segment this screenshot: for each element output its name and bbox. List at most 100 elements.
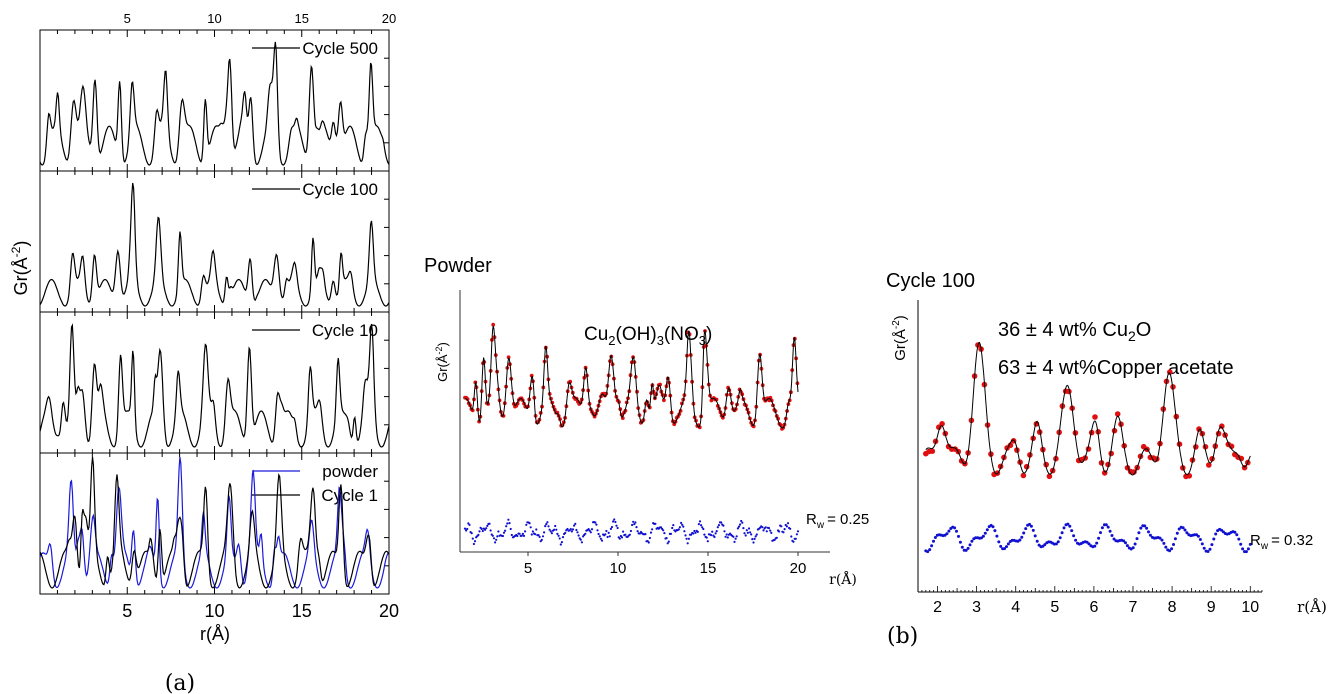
powder-difference-point xyxy=(504,529,507,532)
powder-difference-point xyxy=(693,529,696,533)
powder-fit-line xyxy=(464,325,799,429)
powder-difference-point xyxy=(502,531,506,534)
powder-difference-point xyxy=(706,540,709,543)
powder-difference-point xyxy=(569,528,572,531)
powder-difference-point xyxy=(587,528,590,531)
powder-difference-point xyxy=(584,532,587,535)
powder-y-axis-label: Gr(Å-2) xyxy=(434,342,450,382)
powder-difference-point xyxy=(554,524,557,528)
b-difference-point xyxy=(1031,528,1035,532)
b-y-axis-label: Gr(Å-2) xyxy=(891,315,909,361)
powder-difference-point xyxy=(734,537,737,540)
b-difference-point xyxy=(983,531,987,535)
powder-difference-point xyxy=(550,532,554,535)
b-difference-point xyxy=(1172,543,1175,546)
powder-difference-point xyxy=(560,541,564,544)
b-difference-point xyxy=(1003,547,1006,551)
powder-difference-point xyxy=(620,536,624,539)
b-rw-label: Rw = 0.32 xyxy=(1250,532,1313,552)
powder-formula-annotation: Cu2(OH)3(NO3) xyxy=(584,324,712,348)
powder-difference-point xyxy=(685,537,688,540)
powder-difference-point xyxy=(473,540,477,543)
b-fit-line xyxy=(925,341,1251,476)
powder-difference-point xyxy=(761,526,764,529)
powder-difference-point xyxy=(767,527,771,530)
powder-rw-label: Rw = 0.25 xyxy=(806,511,869,531)
powder-difference-point xyxy=(494,541,497,544)
a-y-axis-label: Gr(Å-2) xyxy=(9,241,31,296)
b-difference-point xyxy=(1170,547,1174,551)
powder-difference-point xyxy=(505,525,508,528)
b-difference-point xyxy=(1137,531,1141,535)
powder-difference-point xyxy=(747,527,751,530)
b-difference-point xyxy=(1066,522,1070,526)
powder-difference-point xyxy=(577,534,580,537)
powder-difference-point xyxy=(496,535,499,538)
powder-difference-point xyxy=(746,531,750,534)
powder-difference-point xyxy=(740,519,743,523)
b-difference-point xyxy=(1006,542,1010,546)
powder-difference-point xyxy=(570,530,574,533)
b-annotation-line1: 36 ± 4 wt% Cu2O xyxy=(998,319,1151,344)
powder-difference-point xyxy=(472,542,475,546)
powder-difference-point xyxy=(477,533,480,537)
b-difference-point xyxy=(1210,543,1214,547)
powder-difference-point xyxy=(618,537,621,540)
b-difference-point xyxy=(957,534,960,538)
b-difference-point xyxy=(1139,526,1143,530)
powder-difference-point xyxy=(743,532,746,535)
powder-difference-point xyxy=(713,535,716,539)
powder-difference-point xyxy=(605,529,608,533)
a-legend: powder Cycle 1 xyxy=(252,462,378,505)
powder-data-point xyxy=(501,414,506,418)
powder-x-tick-label: 15 xyxy=(700,560,717,577)
powder-difference-point xyxy=(783,528,786,531)
a-bottom-tick-label: 20 xyxy=(379,601,399,621)
b-difference-point xyxy=(1131,546,1135,550)
b-data-point xyxy=(1020,472,1027,479)
powder-difference-point xyxy=(789,527,792,530)
b-title: Cycle 100 xyxy=(886,270,975,292)
powder-x-tick-label: 20 xyxy=(790,560,807,577)
b-x-tick-label: 4 xyxy=(1011,599,1020,616)
powder-difference-point xyxy=(742,527,745,530)
powder-difference-point xyxy=(702,527,705,531)
powder-difference-point xyxy=(559,543,562,546)
powder-difference-point xyxy=(629,529,633,533)
powder-difference-point xyxy=(575,528,578,532)
powder-difference-point xyxy=(755,533,758,536)
b-difference-point xyxy=(970,539,974,543)
powder-difference-point xyxy=(778,530,781,533)
b-annotation-line2: 63 ± 4 wt%Copper acetate xyxy=(998,357,1234,379)
b-difference-point xyxy=(1068,524,1072,528)
a-legend: Cycle 100 xyxy=(252,180,378,199)
b-difference-point xyxy=(1168,549,1172,553)
b-difference-point xyxy=(1074,538,1078,542)
a-subpanel-2: Cycle 100 xyxy=(39,170,390,313)
b-difference-point xyxy=(1005,545,1008,549)
b-difference-points xyxy=(924,522,1252,554)
b-difference-point xyxy=(1148,533,1152,537)
powder-difference-point xyxy=(573,524,576,527)
powder-difference-point xyxy=(622,530,625,533)
powder-difference-point xyxy=(667,540,670,543)
b-data-point xyxy=(1007,442,1014,449)
a-subpanel-3: Cycle 10 xyxy=(39,311,390,454)
powder-difference-point xyxy=(553,528,556,531)
powder-difference-point xyxy=(762,529,765,532)
b-difference-point xyxy=(1248,542,1252,546)
powder-difference-point xyxy=(792,540,795,543)
b-difference-point xyxy=(1056,540,1060,544)
powder-difference-point xyxy=(677,528,680,531)
b-difference-point xyxy=(1208,547,1212,551)
b-difference-point xyxy=(1181,526,1185,530)
powder-difference-point xyxy=(711,530,714,533)
powder-difference-point xyxy=(564,531,567,535)
b-difference-point xyxy=(1106,525,1110,529)
b-x-axis-label: r(Å) xyxy=(1297,598,1327,616)
powder-difference-point xyxy=(540,538,543,542)
b-difference-point xyxy=(1095,541,1099,545)
powder-difference-point xyxy=(780,525,783,528)
b-difference-point xyxy=(1200,542,1204,546)
b-x-tick-label: 7 xyxy=(1129,599,1138,616)
